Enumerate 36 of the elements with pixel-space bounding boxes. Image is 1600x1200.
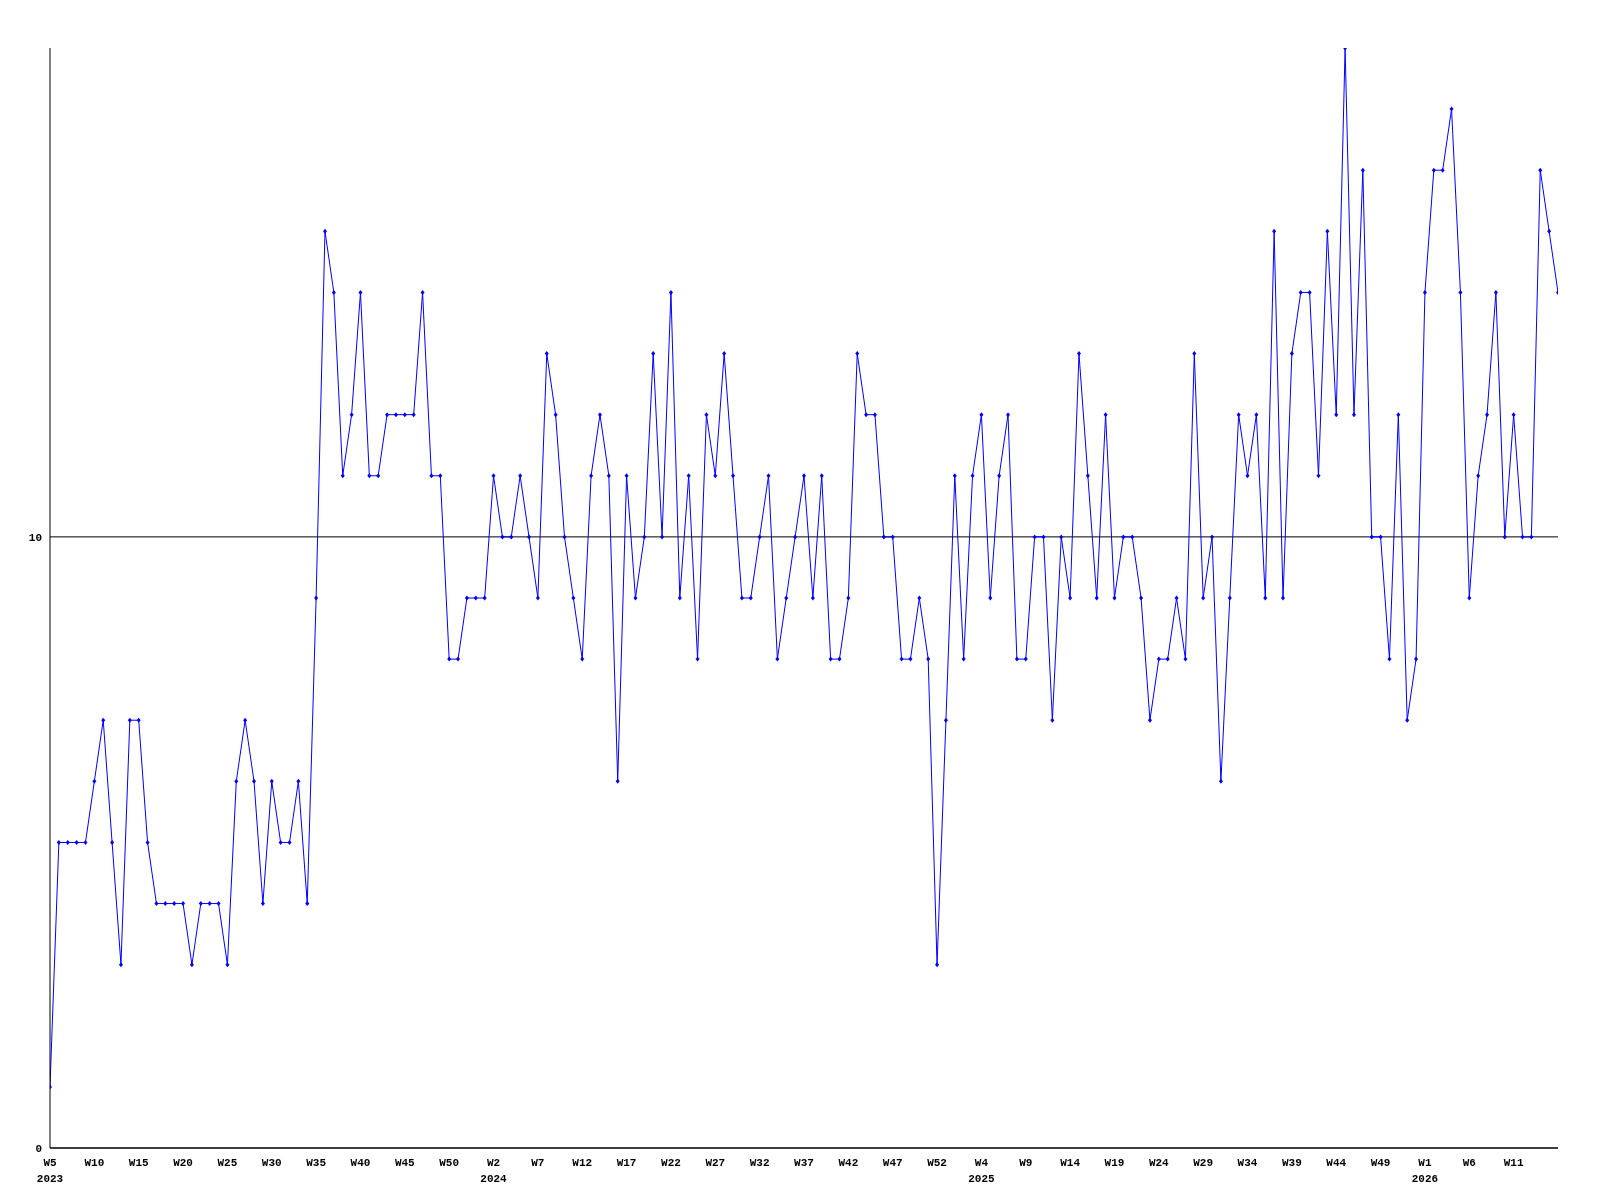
x-tick-label: W47	[882, 1157, 903, 1169]
x-tick-label: W11	[1503, 1157, 1524, 1169]
x-tick-label: W40	[350, 1157, 371, 1169]
x-tick-label: W32	[749, 1157, 770, 1169]
y-tick-label: 10	[28, 531, 42, 544]
x-tick-label: W15	[128, 1157, 149, 1169]
x-tick-label: W6	[1462, 1157, 1476, 1169]
x-tick-label: W42	[838, 1157, 859, 1169]
x-tick-label: W49	[1370, 1157, 1391, 1169]
x-tick-label: W1 2026	[1411, 1157, 1439, 1185]
x-tick-label: W5 2023	[36, 1157, 64, 1185]
x-tick-label: W17	[616, 1157, 637, 1169]
x-tick-label: W24	[1148, 1157, 1170, 1169]
x-tick-label: W27	[705, 1157, 726, 1169]
x-tick-label: W52	[927, 1157, 947, 1169]
x-tick-label: W2 2024	[480, 1157, 508, 1185]
x-tick-label: W29	[1193, 1157, 1214, 1169]
x-tick-label: W50	[439, 1157, 460, 1169]
x-tick-label: W20	[173, 1157, 193, 1169]
x-tick-label: W10	[84, 1157, 105, 1169]
x-tick-label: W39	[1281, 1157, 1302, 1169]
x-tick-label: W44	[1326, 1157, 1347, 1169]
x-tick-label: W4 2025	[968, 1157, 996, 1185]
x-tick-label: W30	[261, 1157, 282, 1169]
x-tick-label: W45	[394, 1157, 416, 1169]
x-tick-label: W12	[572, 1157, 593, 1169]
x-tick-label: W19	[1104, 1157, 1125, 1169]
x-tick-label: W14	[1060, 1157, 1081, 1169]
x-tick-label: W22	[661, 1157, 681, 1169]
x-tick-label: W35	[306, 1157, 327, 1169]
y-tick-label: 0	[35, 1142, 42, 1155]
x-tick-label: W37	[794, 1157, 814, 1169]
x-tick-label: W34	[1237, 1157, 1258, 1169]
x-tick-label: W7	[531, 1157, 545, 1169]
x-tick-label: W9	[1019, 1157, 1033, 1169]
x-tick-label: W25	[217, 1157, 238, 1169]
